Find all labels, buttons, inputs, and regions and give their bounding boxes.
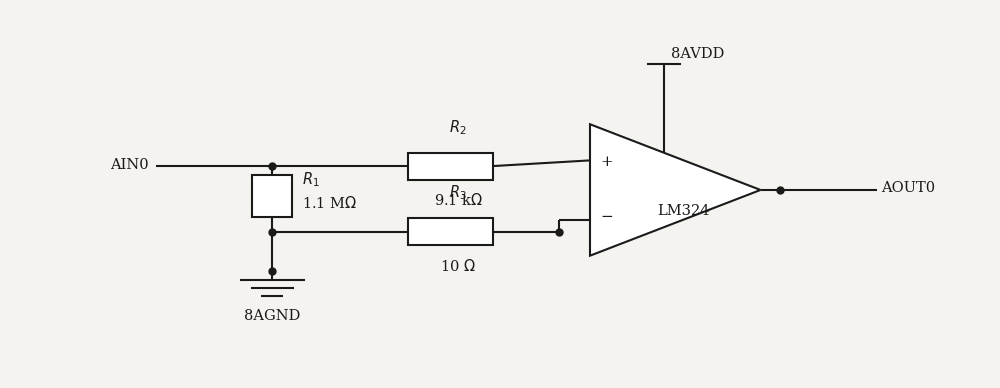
Text: 10 $\Omega$: 10 $\Omega$ bbox=[440, 258, 476, 274]
Text: AOUT0: AOUT0 bbox=[881, 182, 935, 196]
Text: 8AGND: 8AGND bbox=[244, 310, 300, 324]
Bar bbox=[408, 152, 493, 180]
Text: AIN0: AIN0 bbox=[110, 158, 148, 171]
Text: +: + bbox=[601, 155, 613, 169]
Text: $R_1$: $R_1$ bbox=[302, 170, 319, 189]
Text: $R_3$: $R_3$ bbox=[449, 184, 467, 202]
Text: 1.1 M$\Omega$: 1.1 M$\Omega$ bbox=[302, 196, 357, 211]
Bar bbox=[408, 218, 493, 245]
Bar bbox=[252, 175, 292, 217]
Text: $R_2$: $R_2$ bbox=[449, 118, 467, 137]
Text: −: − bbox=[601, 210, 613, 223]
Text: 8AVDD: 8AVDD bbox=[671, 47, 725, 61]
Text: 9.1 k$\Omega$: 9.1 k$\Omega$ bbox=[434, 192, 483, 208]
Text: LM324: LM324 bbox=[657, 204, 709, 218]
Polygon shape bbox=[590, 124, 761, 256]
